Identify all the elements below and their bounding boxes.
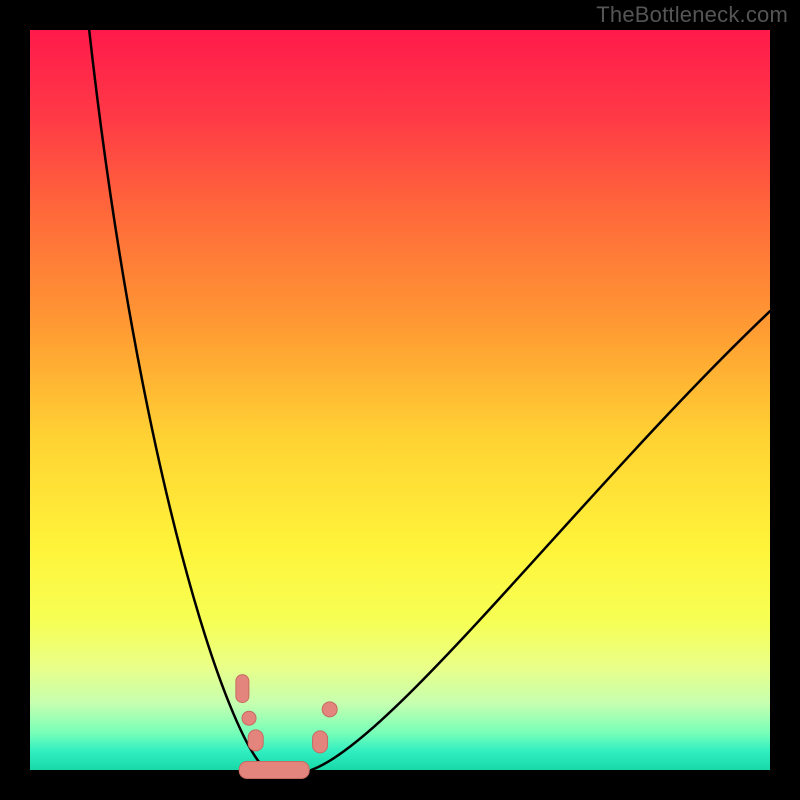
valley-marker	[242, 711, 256, 725]
valley-marker	[236, 675, 249, 703]
bottleneck-chart	[0, 0, 800, 800]
valley-marker	[322, 702, 337, 717]
valley-marker	[239, 762, 309, 779]
valley-marker	[248, 730, 263, 751]
plot-background	[30, 30, 770, 770]
valley-marker	[313, 731, 328, 753]
chart-stage: TheBottleneck.com	[0, 0, 800, 800]
watermark-text: TheBottleneck.com	[596, 2, 788, 28]
